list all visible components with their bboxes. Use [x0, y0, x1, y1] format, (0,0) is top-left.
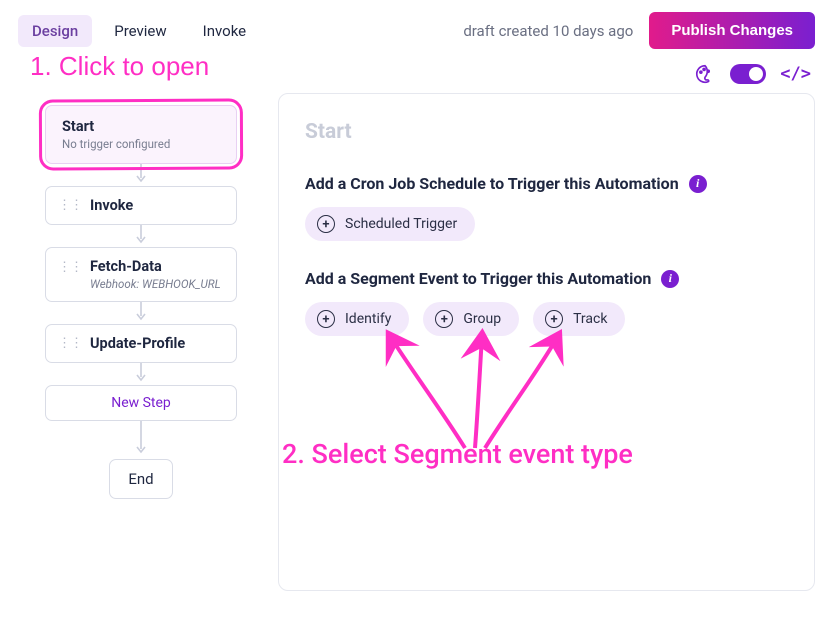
panel-title: Start [305, 120, 788, 144]
tab-design[interactable]: Design [18, 15, 92, 47]
chip-identify[interactable]: + Identify [305, 302, 409, 336]
node-end[interactable]: End [109, 459, 172, 499]
publish-button[interactable]: Publish Changes [649, 12, 815, 49]
connector-icon [135, 225, 147, 247]
connector-icon [135, 302, 147, 324]
drag-grip-icon[interactable]: ⋮⋮ [58, 199, 82, 212]
node-fetch-sub: Webhook: WEBHOOK_URL [90, 277, 221, 291]
flow-column: Start No trigger configured ⋮⋮ Invoke ⋮⋮… [18, 93, 264, 591]
code-icon[interactable]: </> [780, 64, 811, 84]
chip-label: Scheduled Trigger [345, 216, 457, 232]
cron-section-heading: Add a Cron Job Schedule to Trigger this … [305, 174, 788, 193]
annotation-1: 1. Click to open [30, 51, 209, 82]
plus-icon: + [435, 310, 453, 328]
node-fetch-title: Fetch-Data [90, 258, 221, 275]
segment-section-heading: Add a Segment Event to Trigger this Auto… [305, 269, 788, 288]
config-panel: Start Add a Cron Job Schedule to Trigger… [278, 93, 815, 591]
node-invoke-title: Invoke [90, 197, 133, 214]
node-fetch-data[interactable]: ⋮⋮ Fetch-Data Webhook: WEBHOOK_URL [45, 247, 237, 302]
draft-status: draft created 10 days ago [463, 22, 633, 40]
node-start[interactable]: Start No trigger configured [45, 105, 237, 164]
node-start-sub: No trigger configured [62, 137, 170, 151]
chip-group[interactable]: + Group [423, 302, 519, 336]
top-bar: Design Preview Invoke draft created 10 d… [0, 0, 833, 53]
connector-icon [135, 164, 147, 186]
plus-icon: + [545, 310, 563, 328]
info-icon[interactable]: i [689, 175, 707, 193]
node-update-profile[interactable]: ⋮⋮ Update-Profile [45, 324, 237, 363]
plus-icon: + [317, 310, 335, 328]
main-area: Start No trigger configured ⋮⋮ Invoke ⋮⋮… [0, 93, 833, 609]
drag-grip-icon[interactable]: ⋮⋮ [58, 261, 82, 274]
toggle-switch[interactable] [730, 64, 766, 84]
plus-icon: + [317, 215, 335, 233]
chip-scheduled-trigger[interactable]: + Scheduled Trigger [305, 207, 475, 241]
info-icon[interactable]: i [661, 270, 679, 288]
chip-track[interactable]: + Track [533, 302, 625, 336]
annotation-2: 2. Select Segment event type [282, 438, 633, 470]
chip-label: Group [463, 311, 501, 327]
tab-preview[interactable]: Preview [100, 15, 180, 47]
chip-label: Track [573, 311, 607, 327]
segment-heading-text: Add a Segment Event to Trigger this Auto… [305, 269, 651, 288]
start-node-wrap: Start No trigger configured [45, 105, 237, 164]
drag-grip-icon[interactable]: ⋮⋮ [58, 337, 82, 350]
node-invoke[interactable]: ⋮⋮ Invoke [45, 186, 237, 225]
node-update-title: Update-Profile [90, 335, 185, 352]
new-step-button[interactable]: New Step [45, 385, 237, 421]
connector-icon [135, 421, 147, 457]
chip-label: Identify [345, 311, 391, 327]
tab-invoke[interactable]: Invoke [189, 15, 260, 47]
tab-group: Design Preview Invoke [18, 15, 260, 47]
node-start-title: Start [62, 118, 94, 135]
connector-icon [135, 363, 147, 385]
cron-heading-text: Add a Cron Job Schedule to Trigger this … [305, 174, 679, 193]
palette-icon[interactable] [694, 63, 716, 85]
